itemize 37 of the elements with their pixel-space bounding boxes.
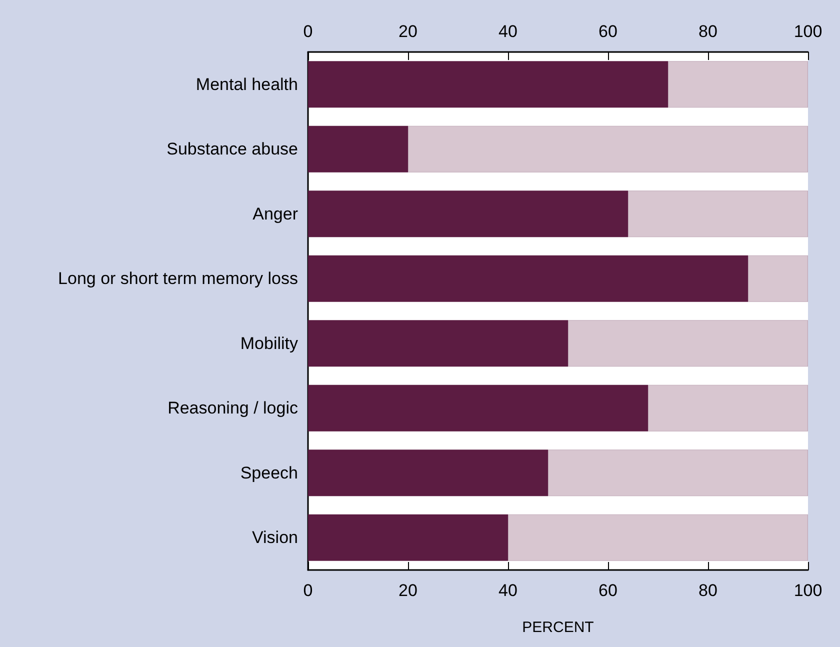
bar bbox=[308, 450, 548, 496]
y-tick-label: Mobility bbox=[240, 334, 298, 353]
x2-tick-label: 0 bbox=[303, 22, 313, 41]
x2-tick-label: 100 bbox=[794, 22, 822, 41]
y-tick-label: Reasoning / logic bbox=[168, 398, 298, 418]
bar bbox=[308, 255, 748, 302]
bar bbox=[308, 190, 628, 238]
x-tick-label: 20 bbox=[398, 581, 418, 600]
x2-tick-label: 80 bbox=[698, 22, 718, 41]
bar bbox=[628, 190, 808, 238]
bar bbox=[308, 514, 508, 561]
bar bbox=[408, 126, 808, 172]
bar bbox=[648, 384, 808, 432]
y-tick-label: Substance abuse bbox=[166, 140, 298, 159]
x-tick-label: 40 bbox=[498, 581, 518, 600]
y-tick-label: Anger bbox=[252, 204, 298, 224]
y-tick-label: Mental health bbox=[196, 74, 298, 94]
y-tick-label: Speech bbox=[240, 463, 298, 482]
x-tick-label: 60 bbox=[598, 581, 618, 600]
x-tick-label: 0 bbox=[303, 581, 313, 600]
x-tick-label: 100 bbox=[794, 581, 822, 600]
bar bbox=[308, 384, 648, 432]
y-tick-label: Vision bbox=[252, 528, 298, 548]
bar bbox=[508, 514, 808, 561]
x2-tick-label: 20 bbox=[398, 22, 418, 41]
bar bbox=[308, 61, 668, 108]
bar bbox=[308, 320, 568, 367]
bar bbox=[748, 255, 808, 302]
x-tick-label: 80 bbox=[698, 581, 718, 600]
x2-tick-label: 60 bbox=[598, 22, 618, 41]
y-tick-label: Long or short term memory loss bbox=[58, 269, 298, 288]
bar bbox=[568, 320, 808, 367]
x-axis-title: PERCENT bbox=[522, 619, 594, 636]
x2-tick-label: 40 bbox=[498, 22, 518, 41]
bar bbox=[308, 126, 408, 172]
bar bbox=[668, 61, 808, 108]
bar bbox=[548, 450, 808, 496]
